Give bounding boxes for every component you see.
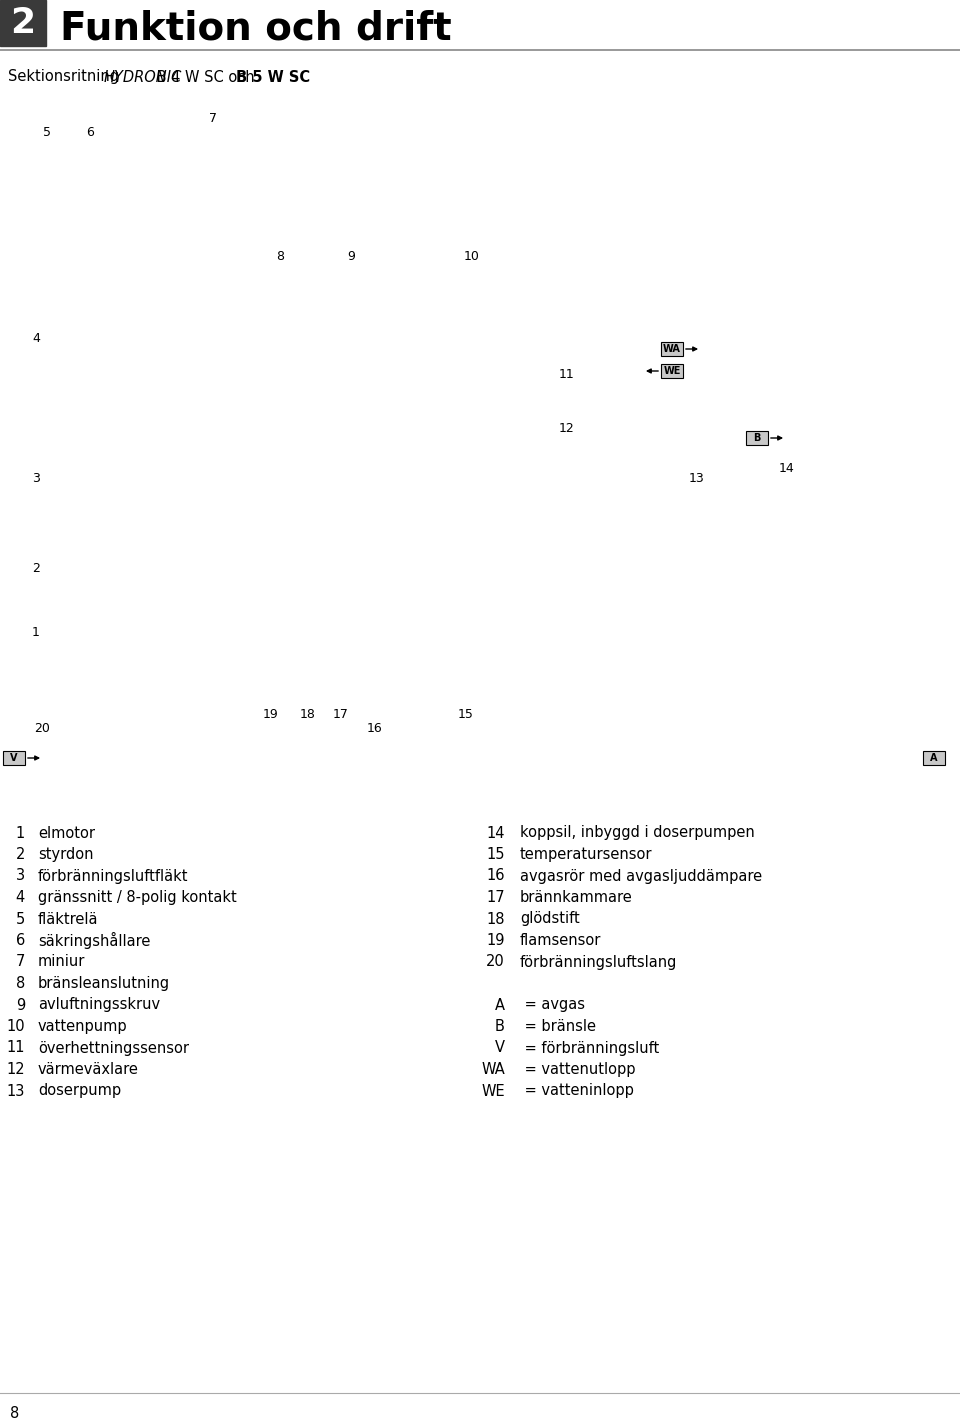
Bar: [0, 0, 46, 46]
Text: B 4 W SC och: B 4 W SC och: [152, 70, 259, 84]
Text: doserpump: doserpump: [38, 1083, 121, 1099]
Text: 6: 6: [86, 127, 94, 140]
Text: 7: 7: [15, 955, 25, 969]
Text: glödstift: glödstift: [520, 912, 580, 926]
Text: förbränningsluftfläkt: förbränningsluftfläkt: [38, 869, 188, 883]
Text: miniur: miniur: [38, 955, 85, 969]
Text: flamsensor: flamsensor: [520, 933, 601, 948]
Bar: [661, 364, 683, 378]
Text: 20: 20: [487, 955, 505, 969]
Text: 10: 10: [7, 1019, 25, 1035]
Text: 12: 12: [7, 1062, 25, 1077]
Text: styrdon: styrdon: [38, 848, 93, 862]
Text: säkringshållare: säkringshållare: [38, 932, 151, 949]
Text: V: V: [11, 753, 17, 763]
Text: avgasrör med avgasljuddämpare: avgasrör med avgasljuddämpare: [520, 869, 762, 883]
Text: B: B: [754, 432, 760, 442]
Text: koppsil, inbyggd i doserpumpen: koppsil, inbyggd i doserpumpen: [520, 825, 755, 841]
Text: A: A: [495, 997, 505, 1013]
Text: = förbränningsluft: = förbränningsluft: [520, 1040, 660, 1056]
Text: bränsleanslutning: bränsleanslutning: [38, 976, 170, 990]
Text: 15: 15: [458, 708, 474, 722]
Text: Sektionsritning: Sektionsritning: [8, 70, 124, 84]
Text: WA: WA: [663, 344, 681, 354]
Text: 13: 13: [7, 1083, 25, 1099]
Text: brännkammare: brännkammare: [520, 890, 633, 905]
Text: = bränsle: = bränsle: [520, 1019, 596, 1035]
Text: 10: 10: [464, 251, 480, 264]
Text: 1: 1: [15, 825, 25, 841]
Text: WA: WA: [481, 1062, 505, 1077]
Text: 13: 13: [689, 471, 705, 485]
Text: 16: 16: [487, 869, 505, 883]
Text: 18: 18: [487, 912, 505, 926]
Text: 20: 20: [34, 722, 50, 735]
Text: 5: 5: [15, 912, 25, 926]
Text: 3: 3: [32, 471, 40, 485]
Text: 2: 2: [32, 561, 40, 575]
Text: = vatteninlopp: = vatteninlopp: [520, 1083, 634, 1099]
Text: A: A: [930, 753, 938, 763]
Bar: [746, 431, 768, 445]
Text: gränssnitt / 8-polig kontakt: gränssnitt / 8-polig kontakt: [38, 890, 237, 905]
Text: 8: 8: [15, 976, 25, 990]
Text: 5: 5: [43, 127, 51, 140]
Text: 2: 2: [15, 848, 25, 862]
Bar: [3, 751, 25, 765]
Text: B: B: [495, 1019, 505, 1035]
Text: WE: WE: [663, 365, 681, 375]
Bar: [923, 751, 945, 765]
Text: 19: 19: [487, 933, 505, 948]
Text: 14: 14: [780, 461, 795, 475]
Text: 2: 2: [11, 6, 36, 40]
Text: värmeväxlare: värmeväxlare: [38, 1062, 139, 1077]
Text: 7: 7: [209, 111, 217, 124]
Text: 17: 17: [333, 708, 348, 722]
Text: 16: 16: [367, 722, 383, 735]
Text: 1: 1: [32, 625, 40, 638]
Text: 8: 8: [276, 251, 284, 264]
Text: 17: 17: [487, 890, 505, 905]
Text: 18: 18: [300, 708, 316, 722]
Text: 3: 3: [16, 869, 25, 883]
Text: överhettningssensor: överhettningssensor: [38, 1040, 189, 1056]
Text: förbränningsluftslang: förbränningsluftslang: [520, 955, 678, 969]
Text: vattenpump: vattenpump: [38, 1019, 128, 1035]
Text: Funktion och drift: Funktion och drift: [60, 9, 451, 47]
Text: 9: 9: [15, 997, 25, 1013]
Text: fläktrelä: fläktrelä: [38, 912, 99, 926]
Bar: [661, 342, 683, 355]
Text: B 5 W SC: B 5 W SC: [236, 70, 310, 84]
Text: HYDRONIC: HYDRONIC: [104, 70, 182, 84]
Text: V: V: [495, 1040, 505, 1056]
Text: temperatursensor: temperatursensor: [520, 848, 653, 862]
Text: = avgas: = avgas: [520, 997, 585, 1013]
Text: 8: 8: [11, 1406, 19, 1420]
Text: 12: 12: [559, 421, 575, 434]
Text: 11: 11: [7, 1040, 25, 1056]
Text: 4: 4: [32, 331, 40, 344]
Text: 6: 6: [15, 933, 25, 948]
Text: WE: WE: [481, 1083, 505, 1099]
Text: 9: 9: [348, 251, 355, 264]
Text: 14: 14: [487, 825, 505, 841]
Text: 11: 11: [559, 368, 575, 381]
Text: 4: 4: [15, 890, 25, 905]
Text: elmotor: elmotor: [38, 825, 95, 841]
Text: 19: 19: [263, 708, 278, 722]
Text: avluftningsskruv: avluftningsskruv: [38, 997, 160, 1013]
Text: 15: 15: [487, 848, 505, 862]
Text: = vattenutlopp: = vattenutlopp: [520, 1062, 636, 1077]
